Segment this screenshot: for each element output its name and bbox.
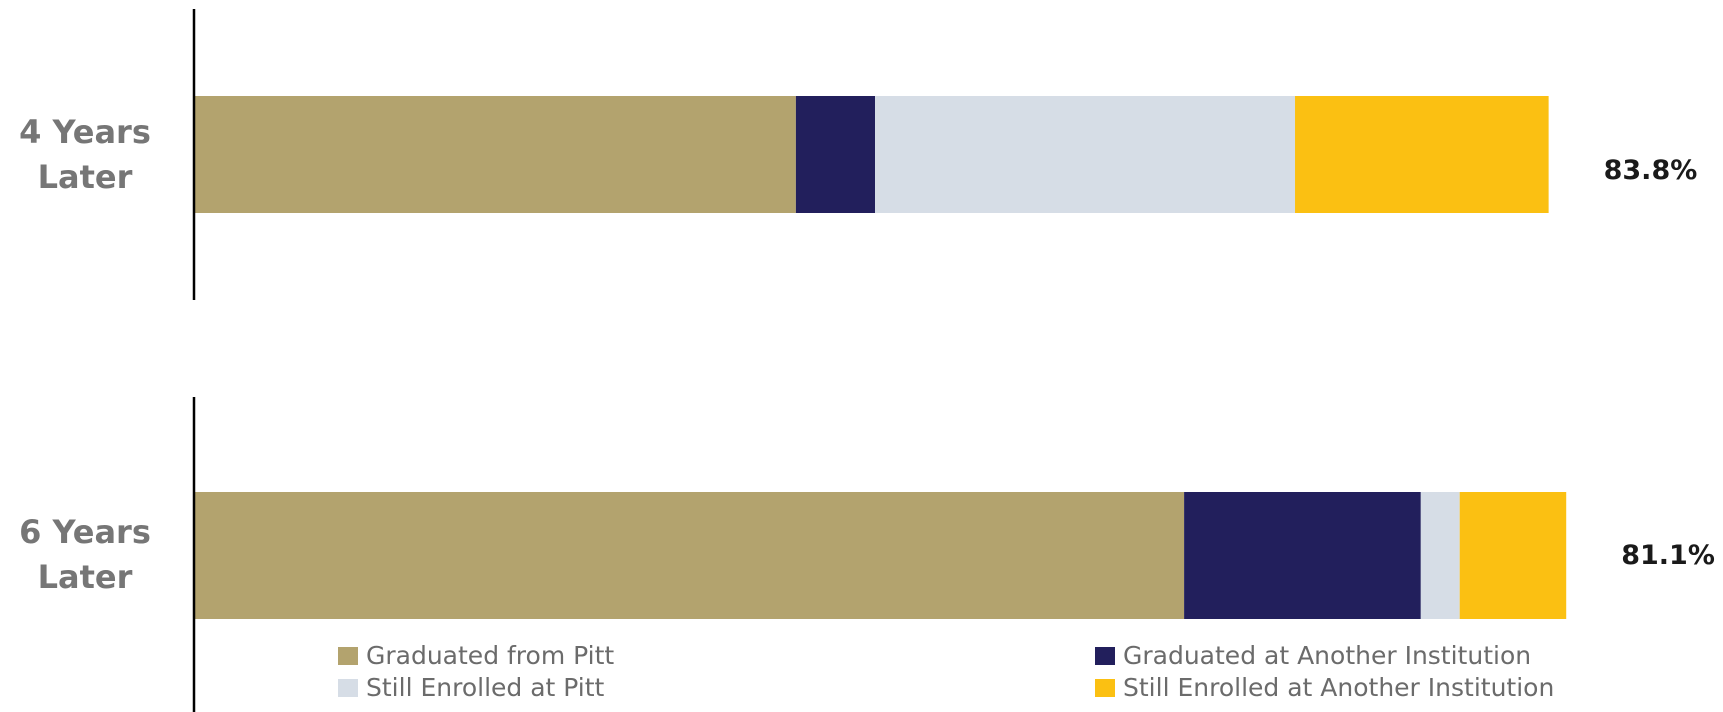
legend-swatch: [338, 646, 358, 665]
bar-segment: [195, 96, 796, 213]
legend-item: Graduated at Another Institution: [1095, 641, 1531, 670]
legend-label: Still Enrolled at Pitt: [366, 673, 605, 702]
legend-item: Still Enrolled at Another Institution: [1095, 673, 1554, 702]
bar-segment: [875, 96, 1296, 213]
bar-segment: [195, 492, 1185, 619]
legend-swatch: [1095, 678, 1115, 697]
category-label: 6 Years Later: [19, 513, 151, 596]
total-label: 81.1%: [1621, 540, 1715, 571]
legend-label: Graduated from Pitt: [366, 641, 615, 670]
bar-segment: [1295, 96, 1549, 213]
legend-item: Still Enrolled at Pitt: [338, 673, 604, 702]
total-label: 83.8%: [1603, 155, 1698, 186]
bar-segment: [1459, 492, 1567, 619]
bar-segment: [1420, 492, 1460, 619]
category-label: 4 Years Later: [19, 113, 151, 196]
bar-segment: [795, 96, 876, 213]
bar-segment: [1184, 492, 1421, 619]
legend-label: Graduated at Another Institution: [1123, 641, 1532, 670]
legend-swatch: [338, 678, 358, 697]
legend-swatch: [1095, 646, 1115, 665]
legend-item: Graduated from Pitt: [338, 641, 614, 670]
legend-label: Still Enrolled at Another Institution: [1123, 673, 1555, 702]
